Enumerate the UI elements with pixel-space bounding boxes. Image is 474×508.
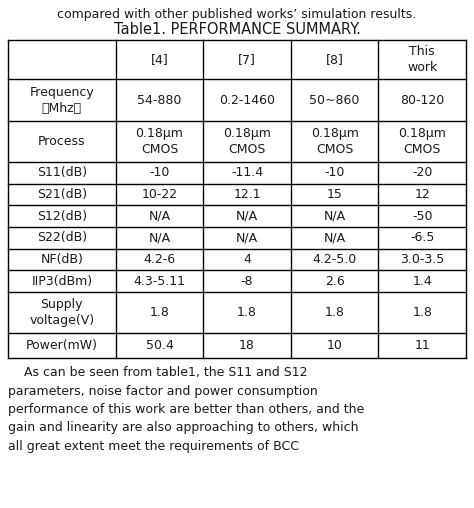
Text: 11: 11 <box>414 339 430 352</box>
Text: NF(dB): NF(dB) <box>40 253 83 266</box>
Text: 1.8: 1.8 <box>325 306 345 319</box>
Text: As can be seen from table1, the S11 and S12: As can be seen from table1, the S11 and … <box>8 366 308 379</box>
Text: 15: 15 <box>327 188 343 201</box>
Text: 50~860: 50~860 <box>310 93 360 107</box>
Text: -10: -10 <box>325 167 345 179</box>
Text: 4.2-6: 4.2-6 <box>144 253 175 266</box>
Text: [8]: [8] <box>326 53 344 66</box>
Text: Supply
voltage(V): Supply voltage(V) <box>29 298 94 327</box>
Text: 10: 10 <box>327 339 343 352</box>
Text: Power(mW): Power(mW) <box>26 339 98 352</box>
Text: 0.18μm
CMOS: 0.18μm CMOS <box>223 127 271 156</box>
Text: Process: Process <box>38 135 86 148</box>
Text: -6.5: -6.5 <box>410 231 434 244</box>
Text: 0.18μm
CMOS: 0.18μm CMOS <box>398 127 446 156</box>
Text: N/A: N/A <box>148 231 171 244</box>
Text: Table1. PERFORMANCE SUMMARY.: Table1. PERFORMANCE SUMMARY. <box>114 22 360 37</box>
Text: IIP3(dBm): IIP3(dBm) <box>31 275 92 288</box>
Text: 4.3-5.11: 4.3-5.11 <box>134 275 185 288</box>
Text: gain and linearity are also approaching to others, which: gain and linearity are also approaching … <box>8 422 358 434</box>
Text: N/A: N/A <box>324 231 346 244</box>
Text: -20: -20 <box>412 167 432 179</box>
Text: 1.8: 1.8 <box>237 306 257 319</box>
Text: -50: -50 <box>412 210 432 223</box>
Text: 1.8: 1.8 <box>412 306 432 319</box>
Text: N/A: N/A <box>236 210 258 223</box>
Text: N/A: N/A <box>236 231 258 244</box>
Text: 1.4: 1.4 <box>412 275 432 288</box>
Text: parameters, noise factor and power consumption: parameters, noise factor and power consu… <box>8 385 318 397</box>
Text: 80-120: 80-120 <box>400 93 444 107</box>
Text: S11(dB): S11(dB) <box>37 167 87 179</box>
Text: 0.2-1460: 0.2-1460 <box>219 93 275 107</box>
Text: [4]: [4] <box>151 53 168 66</box>
Text: S12(dB): S12(dB) <box>37 210 87 223</box>
Text: Frequency
（Mhz）: Frequency （Mhz） <box>29 85 94 115</box>
Text: 18: 18 <box>239 339 255 352</box>
Text: S22(dB): S22(dB) <box>37 231 87 244</box>
Text: all great extent meet the requirements of BCC: all great extent meet the requirements o… <box>8 440 299 453</box>
Text: compared with other published works’ simulation results.: compared with other published works’ sim… <box>57 8 417 21</box>
Text: 0.18μm
CMOS: 0.18μm CMOS <box>136 127 183 156</box>
Text: 3.0-3.5: 3.0-3.5 <box>400 253 444 266</box>
Text: S21(dB): S21(dB) <box>37 188 87 201</box>
Text: 4.2-5.0: 4.2-5.0 <box>312 253 357 266</box>
Text: performance of this work are better than others, and the: performance of this work are better than… <box>8 403 364 416</box>
Text: 2.6: 2.6 <box>325 275 345 288</box>
Text: 12.1: 12.1 <box>233 188 261 201</box>
Text: N/A: N/A <box>148 210 171 223</box>
Text: This
work: This work <box>407 45 438 74</box>
Text: -11.4: -11.4 <box>231 167 263 179</box>
Text: N/A: N/A <box>324 210 346 223</box>
Text: 4: 4 <box>243 253 251 266</box>
Text: 50.4: 50.4 <box>146 339 173 352</box>
Text: [7]: [7] <box>238 53 256 66</box>
Text: 12: 12 <box>414 188 430 201</box>
Text: 1.8: 1.8 <box>150 306 170 319</box>
Text: -10: -10 <box>149 167 170 179</box>
Text: 0.18μm
CMOS: 0.18μm CMOS <box>311 127 359 156</box>
Text: 54-880: 54-880 <box>137 93 182 107</box>
Text: 10-22: 10-22 <box>141 188 178 201</box>
Text: -8: -8 <box>241 275 253 288</box>
